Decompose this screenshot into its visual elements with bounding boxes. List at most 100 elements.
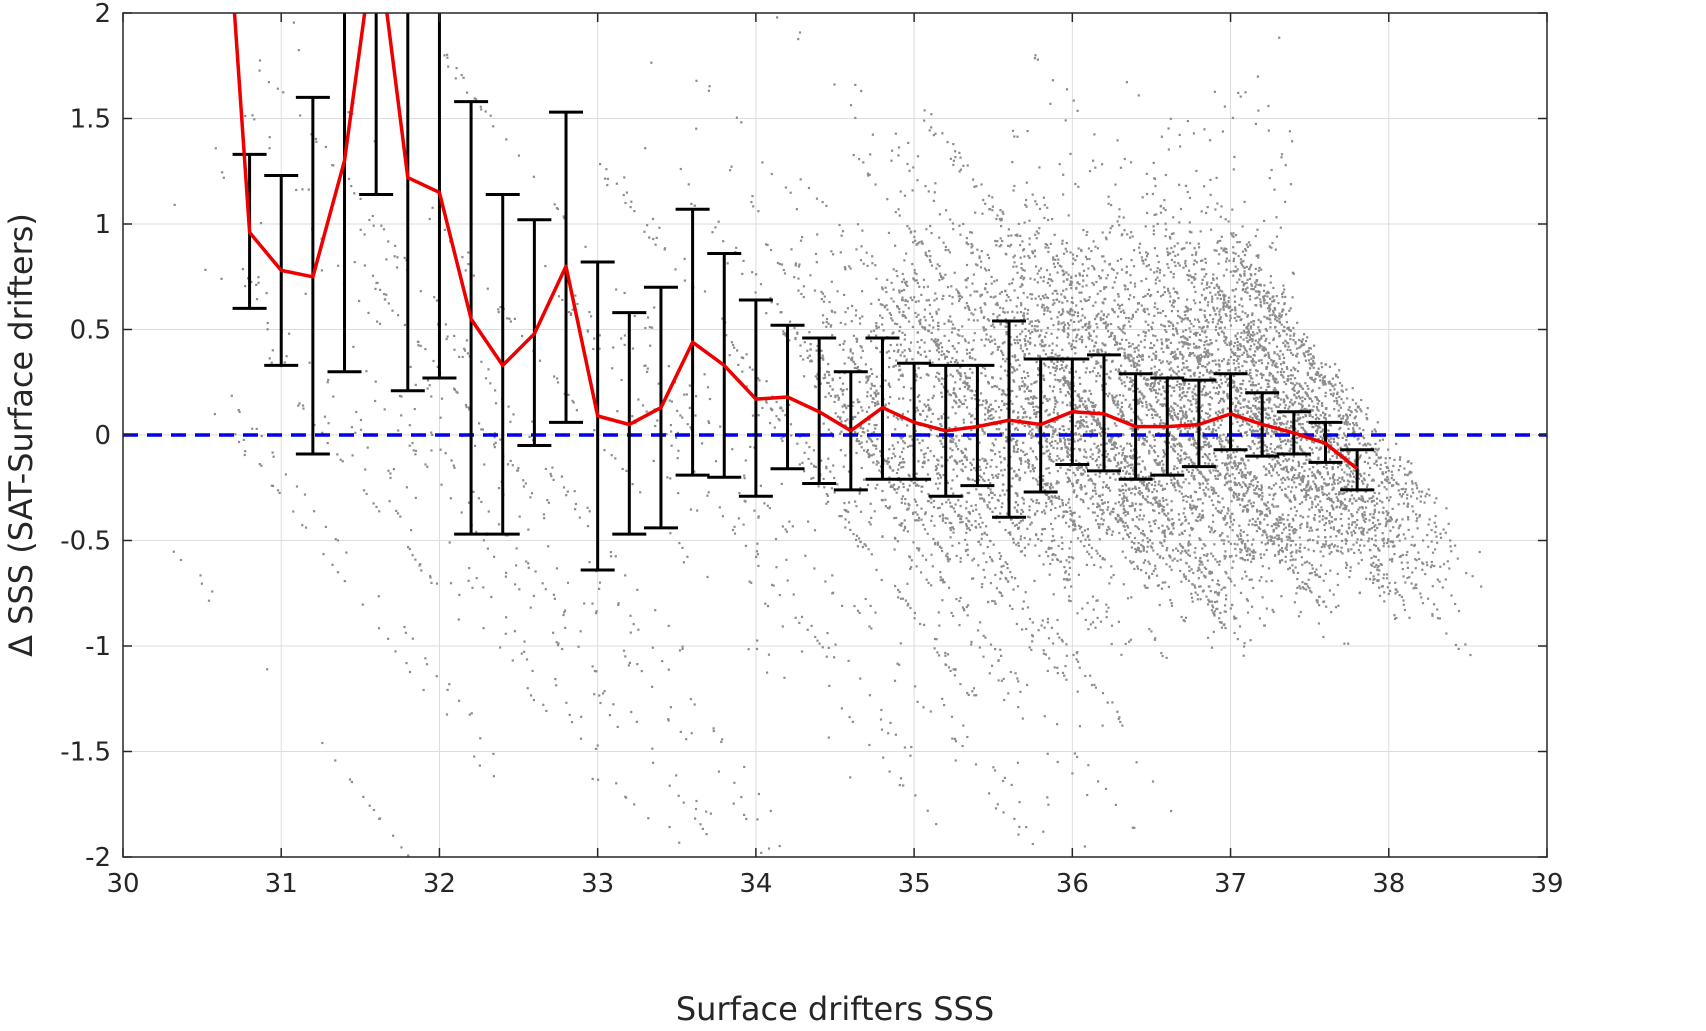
scatter-point [854, 363, 857, 366]
scatter-point [1046, 483, 1049, 487]
scatter-point [1284, 458, 1287, 461]
scatter-point [1141, 539, 1144, 542]
scatter-point [1193, 318, 1197, 321]
scatter-point [1185, 500, 1188, 503]
scatter-point [1231, 234, 1234, 237]
scatter-point [982, 634, 985, 637]
scatter-point [761, 406, 764, 410]
scatter-point [1155, 490, 1158, 493]
scatter-point [1152, 520, 1155, 523]
scatter-point [1219, 511, 1222, 515]
scatter-point [975, 185, 978, 188]
scatter-point [1139, 369, 1142, 373]
scatter-point [1280, 540, 1283, 543]
scatter-point [1265, 337, 1268, 340]
scatter-point [1169, 433, 1172, 436]
scatter-point [1046, 281, 1049, 284]
scatter-point [1060, 364, 1063, 367]
scatter-point [1193, 444, 1196, 447]
scatter-point [1054, 399, 1057, 402]
scatter-point [1174, 450, 1177, 453]
scatter-point [1111, 530, 1114, 533]
scatter-point [1201, 259, 1204, 262]
scatter-point [1184, 337, 1187, 340]
scatter-point [1271, 300, 1274, 303]
scatter-point [1287, 471, 1290, 474]
scatter-point [1471, 575, 1474, 578]
scatter-point [1309, 376, 1312, 379]
scatter-point [1351, 387, 1354, 390]
scatter-point [1226, 454, 1229, 457]
scatter-point [1327, 544, 1330, 548]
scatter-point [1008, 604, 1012, 607]
scatter-point [868, 423, 871, 426]
scatter-point [1275, 345, 1279, 348]
scatter-point [1367, 528, 1370, 531]
scatter-point [1085, 563, 1088, 566]
scatter-point [1414, 482, 1417, 485]
scatter-point [1379, 463, 1382, 466]
scatter-point [1292, 475, 1295, 479]
scatter-point [1256, 389, 1259, 392]
scatter-point [1445, 507, 1448, 510]
scatter-point [1061, 367, 1064, 370]
scatter-point [870, 382, 873, 385]
scatter-point [827, 428, 830, 431]
scatter-point [1393, 544, 1396, 547]
scatter-point [1045, 502, 1048, 505]
scatter-point [1020, 460, 1023, 463]
scatter-point [1275, 452, 1278, 455]
scatter-point [1177, 297, 1180, 300]
scatter-point [812, 464, 816, 467]
scatter-point [1067, 556, 1071, 559]
scatter-point [1028, 342, 1031, 345]
scatter-point [1146, 537, 1149, 540]
scatter-point [1240, 549, 1243, 552]
scatter-point [1065, 271, 1068, 274]
scatter-point [1246, 314, 1250, 317]
scatter-point [964, 279, 967, 282]
scatter-point [1399, 456, 1402, 459]
scatter-point [827, 392, 831, 395]
scatter-point [1221, 397, 1224, 400]
scatter-point [1289, 552, 1292, 555]
scatter-point [1266, 413, 1269, 416]
scatter-point [1144, 476, 1147, 479]
scatter-point [991, 209, 994, 212]
scatter-point [1243, 323, 1246, 326]
scatter-point [1243, 450, 1246, 453]
scatter-point [1053, 666, 1056, 669]
scatter-point [1360, 398, 1363, 402]
scatter-point [979, 526, 982, 529]
scatter-point [1219, 378, 1222, 381]
scatter-point [1193, 584, 1196, 587]
scatter-point [1255, 429, 1258, 432]
scatter-point [1352, 480, 1355, 484]
scatter-point [1149, 383, 1153, 386]
scatter-point [938, 351, 941, 354]
scatter-point [1239, 344, 1242, 347]
scatter-point [1276, 534, 1279, 537]
scatter-point [1254, 290, 1257, 293]
scatter-point [1251, 383, 1254, 386]
scatter-point [1162, 463, 1165, 466]
scatter-point [1221, 408, 1224, 411]
scatter-point [1182, 355, 1185, 358]
scatter-point [996, 214, 999, 217]
scatter-point [998, 314, 1001, 317]
scatter-point [1129, 638, 1132, 641]
scatter-point [1268, 385, 1271, 388]
scatter-point [1260, 376, 1264, 379]
scatter-point [1158, 604, 1161, 607]
scatter-point [1175, 356, 1178, 359]
scatter-point [886, 198, 889, 201]
scatter-point [1270, 359, 1273, 362]
scatter-point [1237, 400, 1240, 403]
scatter-point [1253, 320, 1256, 323]
scatter-point [1172, 301, 1175, 304]
scatter-point [1198, 360, 1201, 363]
scatter-point [1233, 386, 1236, 389]
scatter-point [1345, 445, 1348, 448]
scatter-point [905, 360, 908, 363]
scatter-point [1405, 553, 1408, 557]
